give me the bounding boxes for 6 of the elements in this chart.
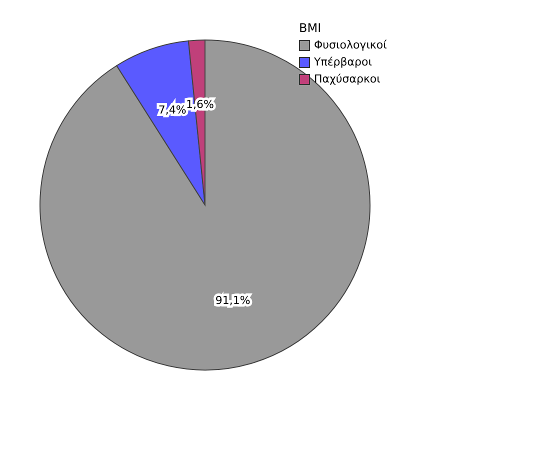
- legend-label: Υπέρβαροι: [313, 56, 372, 68]
- data-label: 7,4%: [158, 103, 186, 116]
- legend-title: BMI: [299, 21, 322, 35]
- legend-label: Παχύσαρκοι: [314, 72, 381, 86]
- legend-label: Φυσιολογικοί: [314, 38, 388, 52]
- data-label: 91,1%: [215, 294, 250, 308]
